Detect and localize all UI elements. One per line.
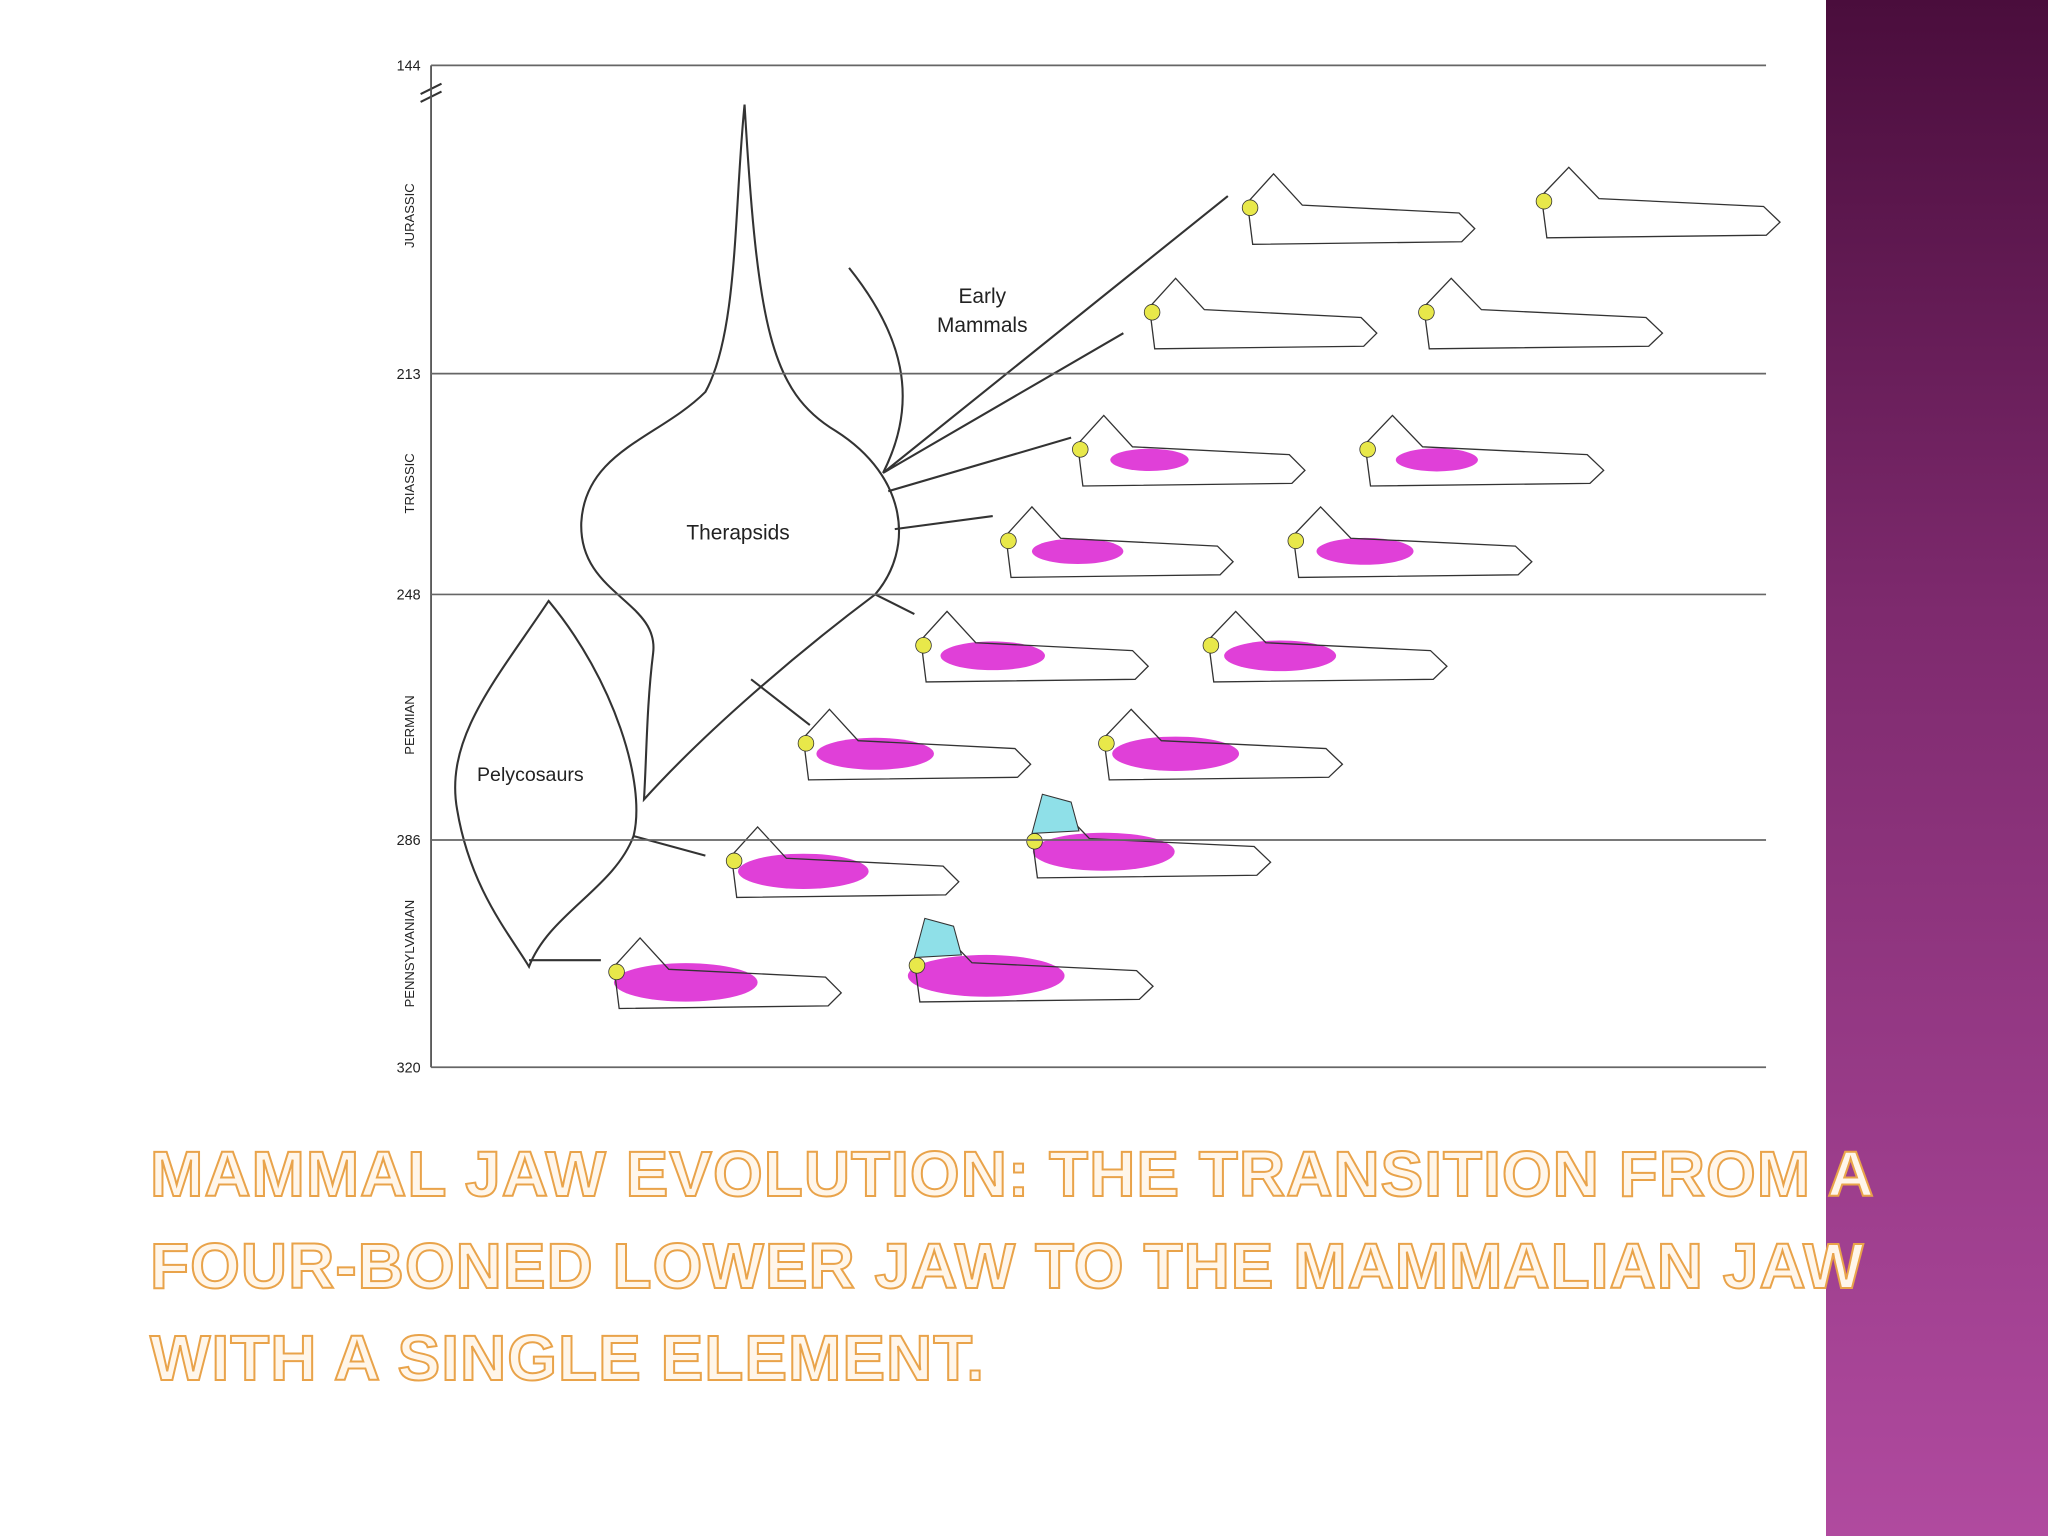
jaw-outline	[1005, 505, 1235, 579]
jaw	[1287, 505, 1533, 579]
jaw	[1241, 172, 1476, 245]
jaws	[608, 166, 1781, 1010]
jaw-bone-blue	[1031, 793, 1080, 835]
jaw-bone	[1110, 448, 1189, 471]
jaw-outline	[1364, 414, 1605, 487]
clade-shapes	[420, 82, 1229, 970]
jaw-joint	[1359, 441, 1376, 458]
early-mammal-branch	[848, 267, 904, 474]
jaw-bone	[1224, 640, 1337, 672]
side-bar	[1826, 0, 2048, 1536]
time-tick-label: 213	[397, 367, 421, 383]
jaw-joint	[915, 637, 932, 654]
therapsid-shape	[580, 104, 901, 803]
jaw-bone	[1032, 832, 1175, 871]
jaw	[1535, 166, 1781, 239]
jaw	[1072, 414, 1306, 487]
period-label: JURASSIC	[402, 183, 417, 248]
jaw-outline	[1540, 166, 1781, 239]
jaw-joint	[1418, 304, 1435, 321]
jaw	[1000, 505, 1235, 579]
period-label: PERMIAN	[402, 695, 417, 754]
jaw-outline	[1076, 414, 1306, 487]
jaw-outline	[730, 825, 960, 899]
clade-label: Mammals	[937, 314, 1027, 337]
period-label: PENNSYLVANIAN	[402, 900, 417, 1008]
jaw	[1359, 414, 1605, 487]
branch-lines	[529, 195, 1229, 962]
jaw	[1418, 277, 1664, 350]
jaw-joint	[1026, 833, 1043, 850]
jaw-joint	[1287, 532, 1305, 550]
jaw-bone	[613, 963, 758, 1002]
jaw-bone	[1112, 736, 1240, 771]
jaw-joint	[797, 735, 815, 752]
jaw-outline	[802, 708, 1032, 781]
time-tick-label: 144	[397, 59, 421, 75]
time-tick-label: 320	[397, 1060, 421, 1076]
jaw	[608, 936, 843, 1010]
jaw-bone	[738, 853, 869, 889]
clade-label: Pelycosaurs	[477, 764, 584, 786]
jaw	[915, 610, 1150, 683]
jaw-joint	[1143, 304, 1161, 321]
period-label: TRIASSIC	[402, 453, 417, 513]
jaw-outline	[1148, 277, 1378, 350]
clade-label: Early	[959, 285, 1007, 308]
slide-title: MAMMAL JAW EVOLUTION: THE TRANSITION FRO…	[149, 1137, 1873, 1395]
jaw	[1202, 610, 1448, 683]
jaw-joint	[1072, 441, 1089, 458]
jaw-outline	[1246, 172, 1476, 245]
time-tick-label: 248	[397, 588, 421, 604]
jaw-bone	[1031, 538, 1124, 565]
jaw-joint	[1000, 532, 1017, 550]
jaw	[725, 825, 960, 899]
jaw	[797, 708, 1032, 781]
jaw-outline	[1207, 610, 1448, 683]
jaw-bone	[940, 641, 1045, 671]
jaw-outline	[1292, 505, 1533, 579]
clade-label: Therapsids	[686, 522, 789, 545]
jaw-outline	[613, 936, 843, 1010]
time-tick-label: 286	[397, 833, 421, 849]
jaw-outline	[1423, 277, 1664, 350]
jaw-bone	[816, 737, 934, 770]
jaw-joint	[608, 963, 625, 981]
jaw-joint	[1202, 637, 1220, 654]
jaw	[1098, 708, 1344, 781]
jaw-bone-blue	[913, 917, 963, 959]
jaw-bone	[907, 954, 1065, 997]
jaw-joint	[908, 957, 926, 974]
diagram: Early Mammals Therapsids Pelycosaurs 144…	[397, 59, 1781, 1076]
jaw-bone	[1316, 537, 1414, 565]
jaw-joint	[1241, 199, 1259, 216]
jaw-joint	[725, 852, 743, 870]
jaw-outline	[1103, 708, 1344, 781]
jaw-joint	[1535, 193, 1553, 210]
jaw-joint	[1098, 735, 1115, 752]
jaw-bone	[1395, 448, 1478, 472]
jaw	[1143, 277, 1378, 350]
pelycosaur-shape	[454, 599, 638, 970]
jaw-outline	[920, 610, 1150, 683]
